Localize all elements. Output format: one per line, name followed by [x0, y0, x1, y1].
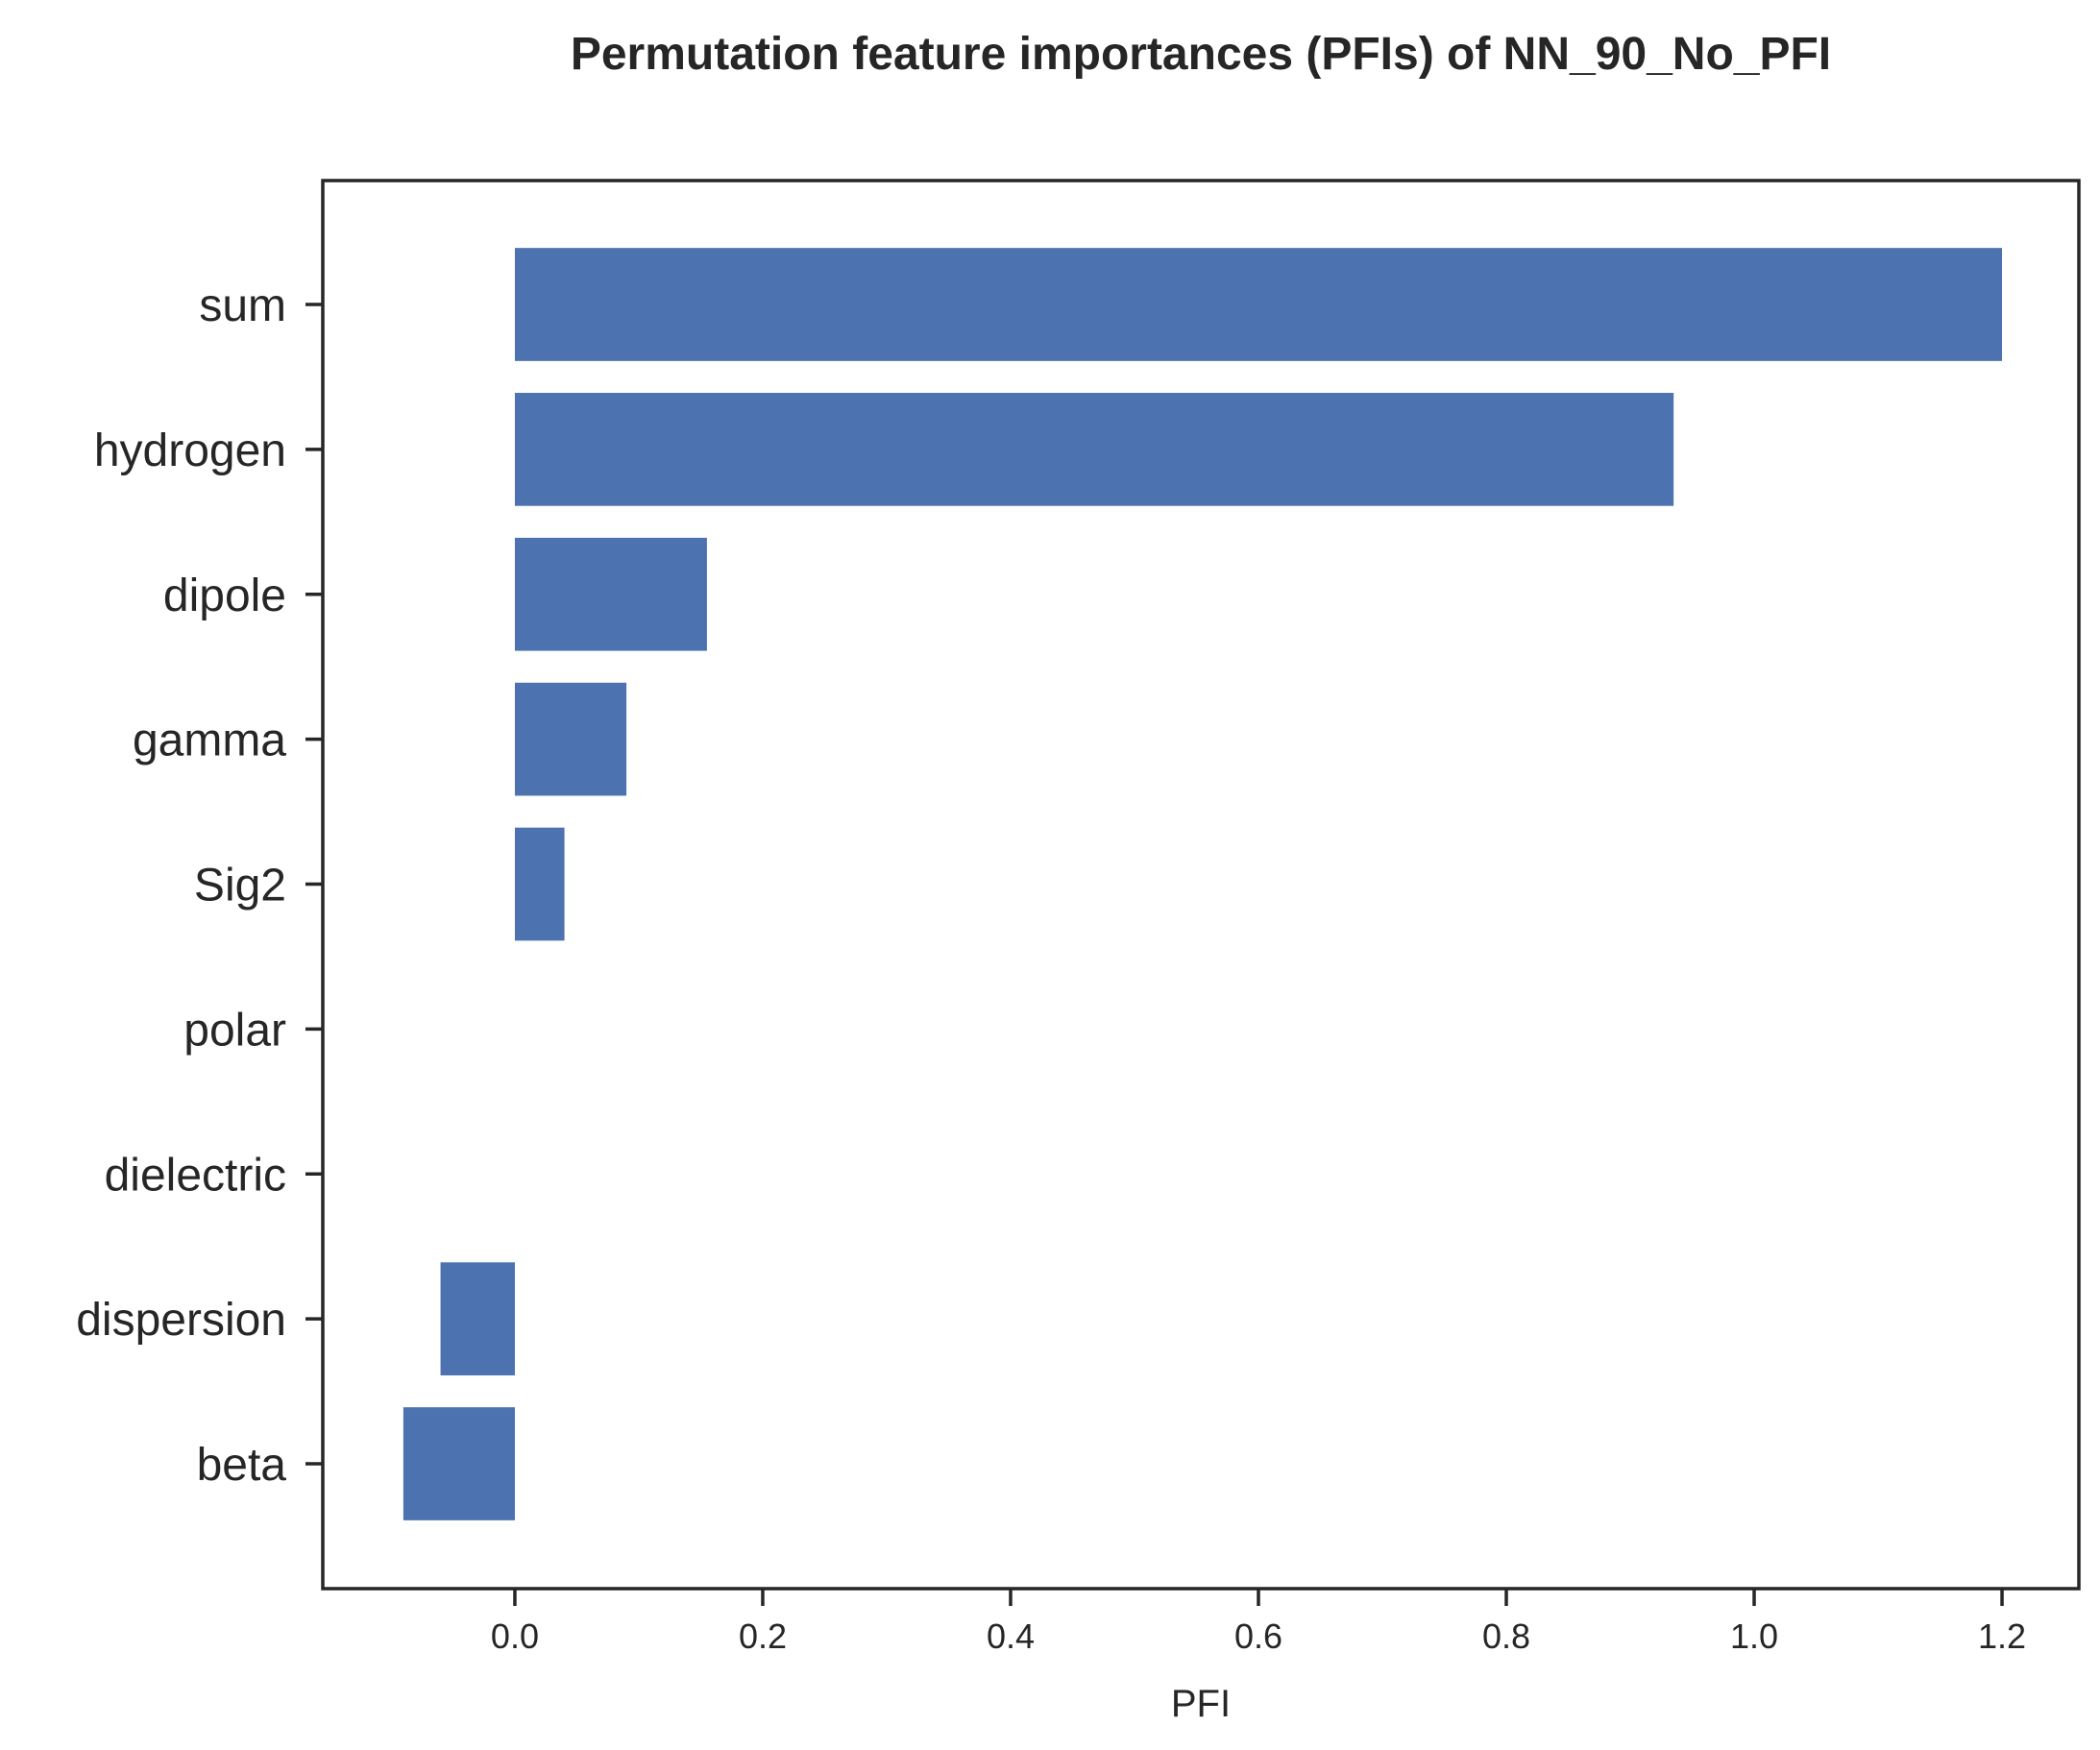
y-axis: sum hydrogen dipole gamma Sig2 polar dielectri…	[76, 280, 323, 1491]
x-tick-label: 0.0	[491, 1616, 539, 1656]
bar-beta	[403, 1407, 515, 1520]
plot-frame	[321, 179, 2081, 1591]
bar-dipole	[514, 537, 707, 651]
bar-dispersion	[440, 1262, 515, 1375]
bar-sig2	[514, 827, 565, 941]
x-tick-label: 0.2	[739, 1616, 787, 1656]
y-tick-label-dipole: dipole	[163, 571, 286, 621]
y-tick-label-sig2: Sig2	[194, 861, 286, 911]
y-tick-label-dispersion: dispersion	[76, 1295, 286, 1346]
y-tick-label-polar: polar	[183, 1005, 286, 1056]
y-tick-label-beta: beta	[197, 1440, 287, 1491]
x-tick-label: 1.2	[1978, 1616, 2026, 1656]
x-axis-label: PFI	[1171, 1683, 1231, 1725]
y-tick-label-gamma: gamma	[133, 716, 286, 766]
bar-sum	[514, 248, 2003, 361]
bars-layer	[403, 248, 2003, 1520]
chart-title: Permutation feature importances (PFIs) o…	[571, 29, 1831, 80]
bar-hydrogen	[514, 393, 1674, 506]
x-tick-label: 1.0	[1730, 1616, 1778, 1656]
x-axis: 0.0 0.2 0.4 0.6 0.8 1.0 1.2	[491, 1589, 2026, 1656]
x-tick-label: 0.4	[987, 1616, 1035, 1656]
x-tick-label: 0.8	[1482, 1616, 1530, 1656]
y-tick-label-dielectric: dielectric	[105, 1150, 286, 1201]
y-tick-label-hydrogen: hydrogen	[94, 425, 286, 476]
x-tick-label: 0.6	[1234, 1616, 1282, 1656]
bar-gamma	[514, 682, 627, 796]
y-tick-label-sum: sum	[199, 280, 286, 331]
